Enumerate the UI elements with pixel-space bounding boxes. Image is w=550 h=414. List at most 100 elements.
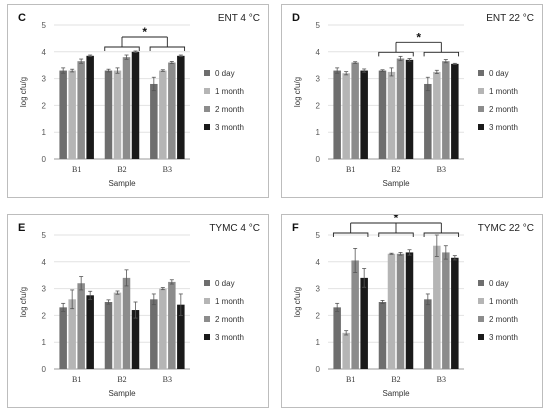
bar — [122, 57, 131, 159]
bar — [351, 260, 359, 369]
y-tick-label: 0 — [316, 155, 321, 164]
y-tick-label: 5 — [42, 21, 47, 30]
legend-swatch — [478, 70, 484, 76]
legend-swatch — [204, 334, 210, 340]
legend-swatch — [478, 280, 484, 286]
y-tick-label: 2 — [42, 311, 47, 320]
chart-title: ENT 22 °C — [486, 13, 534, 24]
chart-panel-f: F TYMC 22 °C 0 1 2 3 4 5 log cfu/g B1 B2 B3 Sample 0 … — [281, 214, 543, 408]
y-tick-label: 2 — [316, 101, 321, 110]
x-tick-label: B3 — [437, 165, 446, 174]
significance-bracket — [104, 46, 140, 51]
chart-svg-d: D ENT 22 °C 0 1 2 3 4 5 log cfu/g B1 B2 B3 Sample 0 d… — [292, 12, 534, 188]
panel-letter: C — [18, 12, 26, 24]
legend-label: 0 day — [489, 279, 509, 288]
bar — [342, 332, 350, 369]
legend-swatch — [204, 280, 210, 286]
legend-label: 1 month — [215, 87, 244, 96]
x-tick-label: B2 — [391, 375, 400, 384]
y-tick-label: 1 — [42, 338, 47, 347]
bar — [451, 63, 459, 159]
bar — [405, 59, 414, 160]
bar — [68, 299, 76, 369]
bar — [433, 71, 441, 159]
bar — [378, 70, 387, 159]
bar — [68, 70, 76, 159]
legend-swatch — [204, 70, 210, 76]
y-axis-label: log cfu/g — [293, 287, 302, 317]
x-tick-label: B2 — [117, 375, 126, 384]
legend-label: 3 month — [489, 333, 518, 342]
legend-swatch — [478, 334, 484, 340]
bar — [77, 283, 85, 369]
y-tick-label: 5 — [316, 231, 321, 240]
legend-swatch — [204, 124, 210, 130]
bar — [451, 257, 459, 369]
y-tick-label: 3 — [42, 285, 47, 294]
bar — [104, 70, 113, 159]
x-tick-label: B2 — [391, 165, 400, 174]
legend-swatch — [204, 106, 210, 112]
legend-swatch — [204, 298, 210, 304]
bar — [442, 252, 450, 369]
chart-title: TYMC 22 °C — [478, 223, 534, 234]
bar — [104, 302, 113, 369]
bar — [424, 83, 432, 159]
y-tick-label: 2 — [316, 311, 321, 320]
x-axis-label: Sample — [382, 389, 410, 398]
y-tick-label: 3 — [316, 75, 321, 84]
bar — [113, 70, 122, 159]
y-tick-label: 2 — [42, 101, 47, 110]
panel-letter: E — [18, 222, 25, 234]
y-tick-label: 3 — [316, 285, 321, 294]
legend-label: 2 month — [489, 315, 518, 324]
significance-bracket — [149, 46, 186, 51]
bar — [122, 277, 131, 369]
y-tick-label: 1 — [42, 128, 47, 137]
y-tick-label: 3 — [42, 75, 47, 84]
legend-label: 1 month — [489, 297, 518, 306]
bar — [387, 71, 396, 159]
legend-label: 3 month — [489, 123, 518, 132]
bar — [159, 288, 167, 369]
x-tick-label: B3 — [163, 375, 172, 384]
bar — [86, 55, 94, 159]
bar — [342, 73, 350, 159]
significance-star: * — [416, 30, 421, 44]
chart-svg-f: F TYMC 22 °C 0 1 2 3 4 5 log cfu/g B1 B2 B3 Sample 0 … — [292, 215, 534, 398]
bar — [442, 61, 450, 159]
significance-star: * — [142, 25, 147, 39]
y-axis-label: log cfu/g — [19, 77, 28, 107]
bar — [378, 302, 387, 369]
x-axis-label: Sample — [108, 389, 136, 398]
bar — [59, 307, 67, 369]
significance-bracket — [378, 51, 414, 57]
bar — [150, 299, 158, 369]
chart-panel-e: E TYMC 4 °C 0 1 2 3 4 5 log cfu/g B1 B2 B3 Sample 0 d… — [7, 214, 269, 408]
y-tick-label: 4 — [42, 48, 47, 57]
panel-letter: F — [292, 222, 299, 234]
bar — [177, 304, 185, 369]
y-axis-label: log cfu/g — [293, 77, 302, 107]
bar — [387, 253, 396, 369]
bar — [131, 51, 140, 159]
legend-swatch — [204, 316, 210, 322]
bar — [433, 245, 441, 369]
bar — [396, 58, 405, 159]
legend-swatch — [478, 124, 484, 130]
y-tick-label: 1 — [316, 128, 321, 137]
legend-label: 2 month — [215, 105, 244, 114]
y-tick-label: 4 — [42, 258, 47, 267]
x-tick-label: B3 — [163, 165, 172, 174]
bar — [424, 299, 432, 369]
chart-svg-e: E TYMC 4 °C 0 1 2 3 4 5 log cfu/g B1 B2 B3 Sample 0 d… — [18, 222, 260, 398]
legend-swatch — [478, 316, 484, 322]
x-tick-label: B2 — [117, 165, 126, 174]
bar — [333, 70, 341, 159]
significance-star: * — [394, 215, 399, 225]
bar — [113, 292, 122, 369]
legend-swatch — [478, 298, 484, 304]
bar — [177, 55, 185, 159]
legend-label: 1 month — [215, 297, 244, 306]
significance-bracket — [423, 51, 460, 57]
